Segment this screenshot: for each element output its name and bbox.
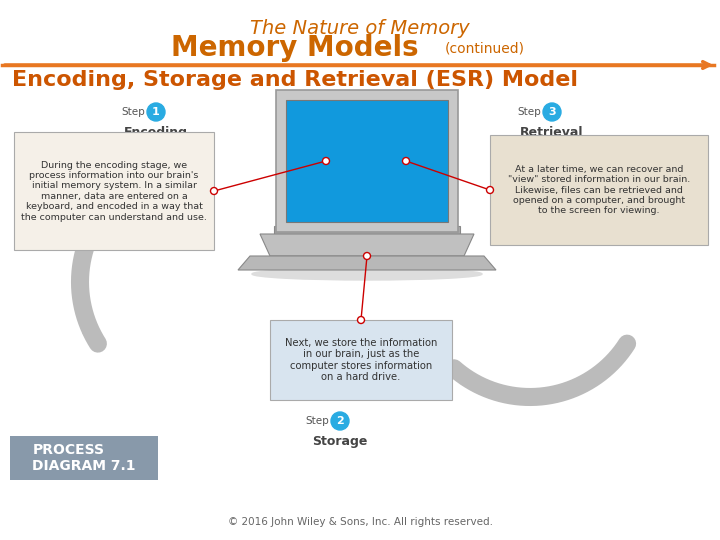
FancyBboxPatch shape [490, 135, 708, 245]
Circle shape [487, 186, 493, 193]
Text: At a later time, we can recover and
"view" stored information in our brain.
Like: At a later time, we can recover and "vie… [508, 165, 690, 215]
Text: (continued): (continued) [445, 41, 525, 55]
Text: The Nature of Memory: The Nature of Memory [250, 18, 470, 37]
Text: Next, we store the information
in our brain, just as the
computer stores informa: Next, we store the information in our br… [285, 338, 437, 382]
Text: Step: Step [121, 107, 145, 117]
Text: Step: Step [517, 107, 541, 117]
FancyBboxPatch shape [286, 100, 448, 222]
FancyBboxPatch shape [14, 132, 214, 250]
Text: Encoding: Encoding [124, 126, 188, 139]
Circle shape [543, 103, 561, 121]
FancyBboxPatch shape [270, 320, 452, 400]
Circle shape [147, 103, 165, 121]
Text: Memory Models: Memory Models [171, 34, 419, 62]
Circle shape [364, 253, 371, 260]
Text: During the encoding stage, we
process information into our brain's
initial memor: During the encoding stage, we process in… [21, 160, 207, 221]
Polygon shape [238, 256, 496, 270]
Text: PROCESS
DIAGRAM 7.1: PROCESS DIAGRAM 7.1 [32, 443, 136, 473]
Text: Step: Step [305, 416, 329, 426]
Circle shape [358, 316, 364, 323]
Ellipse shape [252, 268, 482, 280]
Circle shape [323, 158, 330, 165]
Text: Retrieval: Retrieval [521, 126, 584, 139]
Text: 2: 2 [336, 416, 344, 426]
FancyBboxPatch shape [274, 226, 460, 234]
Circle shape [402, 158, 410, 165]
Circle shape [210, 187, 217, 194]
Text: 3: 3 [548, 107, 556, 117]
Text: Encoding, Storage and Retrieval (ESR) Model: Encoding, Storage and Retrieval (ESR) Mo… [12, 70, 578, 90]
Polygon shape [260, 234, 474, 256]
FancyBboxPatch shape [276, 90, 458, 232]
FancyBboxPatch shape [10, 436, 158, 480]
Text: Storage: Storage [312, 435, 368, 448]
Text: 1: 1 [152, 107, 160, 117]
Circle shape [331, 412, 349, 430]
Text: © 2016 John Wiley & Sons, Inc. All rights reserved.: © 2016 John Wiley & Sons, Inc. All right… [228, 517, 492, 527]
